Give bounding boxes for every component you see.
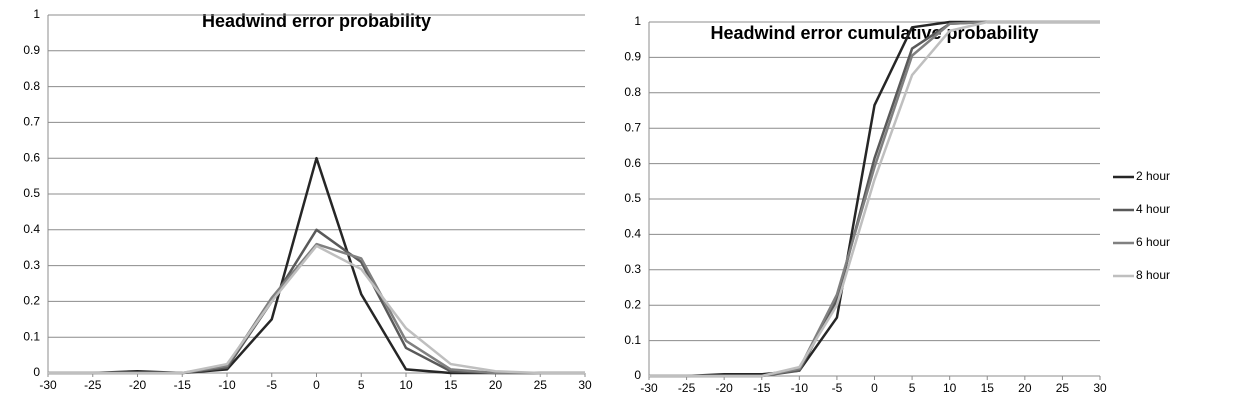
legend-label: 2 hour bbox=[1136, 169, 1170, 183]
y-tick-label: 0.3 bbox=[23, 258, 40, 272]
legend-label: 4 hour bbox=[1136, 202, 1170, 216]
x-tick-label: -25 bbox=[678, 381, 696, 395]
y-tick-label: 0.8 bbox=[23, 79, 40, 93]
x-tick-label: 0 bbox=[313, 378, 320, 392]
x-tick-label: 20 bbox=[489, 378, 503, 392]
x-tick-label: 10 bbox=[399, 378, 413, 392]
x-tick-label: -20 bbox=[129, 378, 147, 392]
x-tick-label: 5 bbox=[909, 381, 916, 395]
x-tick-label: -10 bbox=[791, 381, 809, 395]
y-tick-label: 0.9 bbox=[23, 43, 40, 57]
y-tick-label: 0.6 bbox=[23, 150, 40, 164]
y-tick-label: 0.9 bbox=[624, 50, 641, 64]
legend-label: 8 hour bbox=[1136, 268, 1170, 282]
x-tick-label: -15 bbox=[753, 381, 771, 395]
line-series bbox=[649, 20, 1100, 378]
y-tick-label: 0.7 bbox=[23, 115, 40, 129]
x-tick-label: 25 bbox=[1056, 381, 1070, 395]
y-tick-label: 0.4 bbox=[23, 222, 40, 236]
y-tick-label: 0.1 bbox=[23, 329, 40, 343]
x-tick-label: 5 bbox=[358, 378, 365, 392]
x-tick-label: 15 bbox=[444, 378, 458, 392]
x-tick-label: -15 bbox=[174, 378, 192, 392]
x-tick-label: -30 bbox=[640, 381, 658, 395]
x-tick-label: 20 bbox=[1018, 381, 1032, 395]
x-tick-label: -30 bbox=[39, 378, 57, 392]
x-tick-label: 25 bbox=[534, 378, 548, 392]
x-tick-label: -10 bbox=[218, 378, 236, 392]
y-tick-label: 0 bbox=[634, 368, 641, 382]
y-tick-label: 0.5 bbox=[624, 191, 641, 205]
y-tick-label: 0.7 bbox=[624, 120, 641, 134]
y-tick-label: 0.1 bbox=[624, 333, 641, 347]
y-tick-label: 0.6 bbox=[624, 156, 641, 170]
x-tick-label: -5 bbox=[832, 381, 843, 395]
y-tick-label: 0.5 bbox=[23, 186, 40, 200]
y-tick-label: 0.4 bbox=[624, 227, 641, 241]
y-tick-label: 0 bbox=[33, 365, 40, 379]
y-tick-label: 1 bbox=[634, 14, 641, 28]
line-series bbox=[48, 242, 585, 375]
y-tick-label: 0.8 bbox=[624, 85, 641, 99]
x-tick-label: 30 bbox=[578, 378, 592, 392]
chart-title: Headwind error cumulative probability bbox=[710, 23, 1038, 43]
chart-title: Headwind error probability bbox=[202, 11, 431, 31]
line-series bbox=[48, 244, 585, 375]
x-tick-label: 0 bbox=[871, 381, 878, 395]
legend-label: 6 hour bbox=[1136, 235, 1170, 249]
x-tick-label: 10 bbox=[943, 381, 957, 395]
y-tick-label: 0.2 bbox=[624, 297, 641, 311]
y-tick-label: 0.2 bbox=[23, 294, 40, 308]
x-tick-label: -25 bbox=[84, 378, 102, 392]
x-tick-label: -20 bbox=[715, 381, 733, 395]
y-tick-label: 1 bbox=[33, 7, 40, 21]
x-tick-label: 15 bbox=[981, 381, 995, 395]
x-tick-label: 30 bbox=[1093, 381, 1107, 395]
y-tick-label: 0.3 bbox=[624, 262, 641, 276]
x-tick-label: -5 bbox=[266, 378, 277, 392]
